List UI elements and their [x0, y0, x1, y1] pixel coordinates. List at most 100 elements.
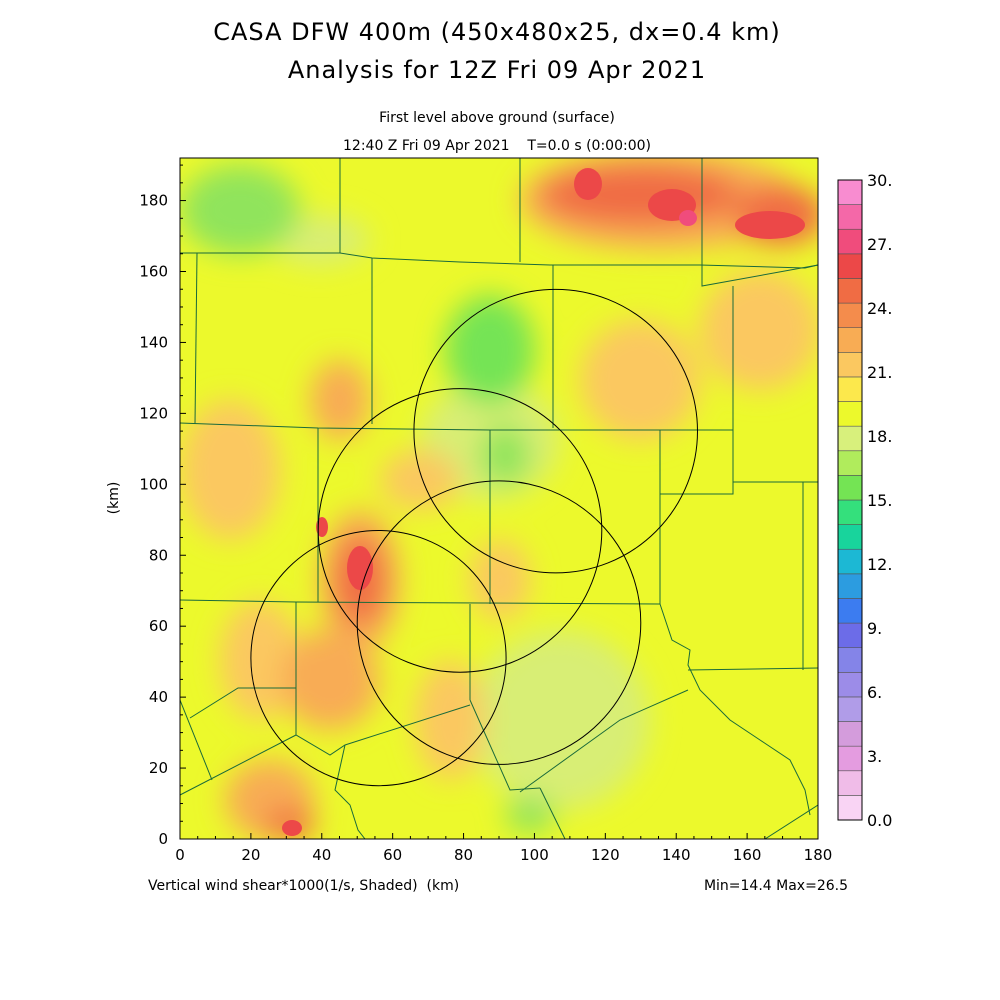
county-line	[189, 687, 296, 719]
colorbar-swatch	[837, 770, 863, 796]
y-tick-label: 40	[149, 688, 168, 706]
field-label: Vertical wind shear*1000(1/s, Shaded) (k…	[148, 878, 459, 894]
shaded-field	[180, 158, 818, 839]
county-line	[687, 667, 818, 671]
subtitle-line-2: 12:40 Z Fri 09 Apr 2021 T=0.0 s (0:00:00…	[343, 138, 651, 154]
x-tick-label: 100	[520, 846, 549, 864]
radar-ring-3	[356, 480, 642, 765]
colorbar-swatch	[837, 352, 863, 378]
field-region	[220, 600, 300, 720]
colorbar-label: 3.	[867, 747, 882, 766]
colorbar-swatch	[837, 622, 863, 648]
county-boundaries	[180, 158, 818, 839]
colorbar-swatch	[837, 548, 863, 575]
colorbar-swatch	[837, 573, 863, 599]
x-tick-label: 140	[662, 846, 691, 864]
field-region	[505, 797, 555, 833]
field-region	[280, 630, 380, 730]
county-line	[659, 603, 811, 816]
colorbar-label: 9.	[867, 619, 882, 638]
county-line	[180, 252, 818, 269]
colorbar-frame	[837, 179, 863, 821]
field-region	[180, 165, 300, 255]
y-tick-label: 0	[158, 830, 168, 848]
colorbar-swatch	[837, 745, 863, 772]
field-region	[316, 517, 328, 537]
colorbar-swatch	[837, 376, 863, 402]
colorbar-swatch	[837, 647, 863, 673]
colorbar-swatch	[837, 425, 863, 452]
x-tick-label: 20	[241, 846, 260, 864]
colorbar-swatch	[837, 475, 863, 501]
colorbar-label: 15.	[867, 491, 892, 510]
y-tick-label: 60	[149, 617, 168, 635]
title-line-2: Analysis for 12Z Fri 09 Apr 2021	[288, 56, 706, 84]
title-line-1: CASA DFW 400m (450x480x25, dx=0.4 km)	[213, 18, 781, 46]
colorbar-swatch	[837, 672, 863, 698]
county-line	[660, 481, 818, 495]
min-max-readout: Min=14.4 Max=26.5	[704, 878, 848, 894]
subtitle-line-1: First level above ground (surface)	[379, 110, 615, 126]
field-region	[580, 320, 700, 440]
county-line	[764, 804, 818, 839]
x-tick-label: 60	[383, 846, 402, 864]
field-region	[180, 400, 280, 540]
field-region	[574, 168, 602, 200]
county-line	[519, 689, 689, 793]
colorbar-label: 12.	[867, 555, 892, 574]
x-tick-label: 180	[804, 846, 833, 864]
colorbar-swatch	[837, 524, 863, 550]
county-line	[539, 787, 566, 839]
y-tick-label: 20	[149, 759, 168, 777]
field-region	[470, 630, 650, 810]
x-tick-label: 40	[312, 846, 331, 864]
colorbar-swatch	[837, 179, 863, 205]
field-region	[380, 450, 460, 510]
colorbar-swatch	[837, 795, 863, 821]
colorbar-swatch	[837, 598, 863, 624]
x-tick-label: 80	[454, 846, 473, 864]
y-tick-label: 80	[149, 546, 168, 564]
y-tick-label: 120	[139, 404, 168, 422]
field-region	[347, 546, 373, 590]
y-tick-label: 160	[139, 263, 168, 281]
county-line	[334, 744, 366, 839]
colorbar-swatch	[837, 499, 863, 525]
radar-ring-1	[250, 530, 507, 787]
colorbar-swatch	[837, 401, 863, 427]
x-tick-label: 120	[591, 846, 620, 864]
field-region	[480, 425, 530, 485]
county-line	[180, 699, 213, 781]
radar-range-rings	[250, 288, 698, 787]
county-line	[469, 699, 541, 791]
colorbar-swatch	[837, 253, 863, 279]
y-tick-label: 180	[139, 192, 168, 210]
y-axis-label: (km)	[106, 482, 122, 515]
county-line	[180, 704, 471, 796]
colorbar-swatch	[837, 696, 863, 722]
radar-ring-4	[413, 288, 698, 574]
field-region	[679, 210, 697, 226]
field-region	[700, 270, 818, 390]
field-region	[282, 820, 302, 836]
field-region	[445, 295, 535, 405]
colorbar: 0.0 3. 6. 9. 12. 15. 18. 21. 24. 27. 30.	[837, 171, 892, 830]
colorbar-swatch	[837, 278, 863, 304]
x-tick-label: 160	[733, 846, 762, 864]
colorbar-swatch	[837, 450, 863, 476]
colorbar-label: 6.	[867, 683, 882, 702]
colorbar-swatch	[837, 204, 863, 230]
radar-ring-2	[317, 388, 603, 673]
field-region	[735, 211, 805, 239]
x-tick-label: 0	[175, 846, 185, 864]
x-axis: 0 20 40 60 80 100 120 140 160 180	[175, 833, 832, 864]
field-region	[310, 360, 370, 440]
colorbar-swatch	[837, 721, 863, 747]
colorbar-label: 24.	[867, 299, 892, 318]
colorbar-label: 27.	[867, 235, 892, 254]
colorbar-label: 18.	[867, 427, 892, 446]
colorbar-swatch	[837, 302, 863, 328]
field-region	[540, 165, 740, 225]
county-line	[194, 252, 198, 425]
